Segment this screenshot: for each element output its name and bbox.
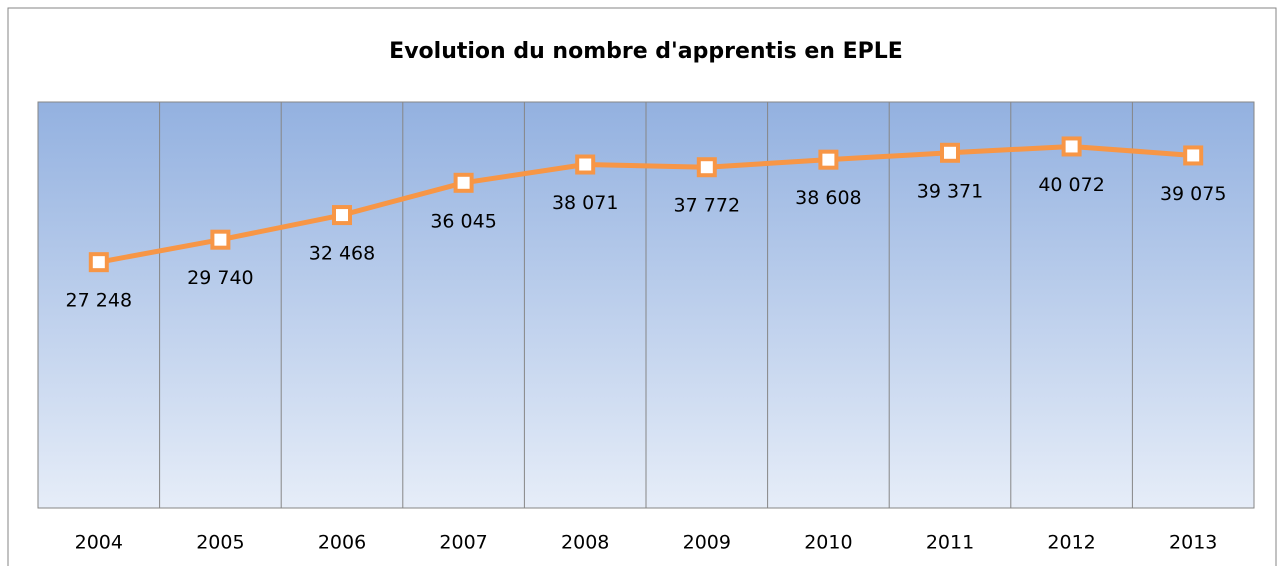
marker	[1061, 136, 1082, 157]
marker	[88, 252, 109, 273]
x-tick-label: 2013	[1169, 532, 1217, 554]
x-tick-label: 2009	[683, 532, 731, 554]
x-tick-label: 2012	[1047, 532, 1095, 554]
x-tick-label: 2007	[439, 532, 487, 554]
data-label: 38 071	[552, 192, 618, 214]
marker	[818, 149, 839, 170]
data-label: 29 740	[187, 267, 253, 289]
marker	[332, 205, 352, 226]
data-label: 38 608	[795, 187, 861, 209]
x-tick-label: 2004	[75, 532, 123, 554]
marker	[575, 154, 596, 175]
x-tick-label: 2010	[804, 532, 852, 554]
marker	[210, 229, 231, 250]
x-tick-label: 2005	[196, 532, 244, 554]
x-tick-label: 2008	[561, 532, 609, 554]
marker	[940, 142, 960, 163]
data-label: 27 248	[66, 290, 132, 312]
data-label: 39 371	[917, 180, 983, 202]
data-label: 37 772	[674, 195, 740, 217]
marker	[453, 172, 474, 193]
marker	[1183, 145, 1204, 166]
data-label: 32 468	[309, 243, 375, 265]
data-label: 39 075	[1160, 183, 1226, 205]
x-tick-label: 2006	[318, 532, 366, 554]
marker	[696, 157, 717, 178]
chart-title: Evolution du nombre d'apprentis en EPLE	[389, 39, 903, 64]
line	[98, 143, 1194, 265]
data-label: 40 072	[1038, 174, 1104, 196]
data-label: 36 045	[430, 210, 496, 232]
x-tick-label: 2011	[926, 532, 974, 554]
